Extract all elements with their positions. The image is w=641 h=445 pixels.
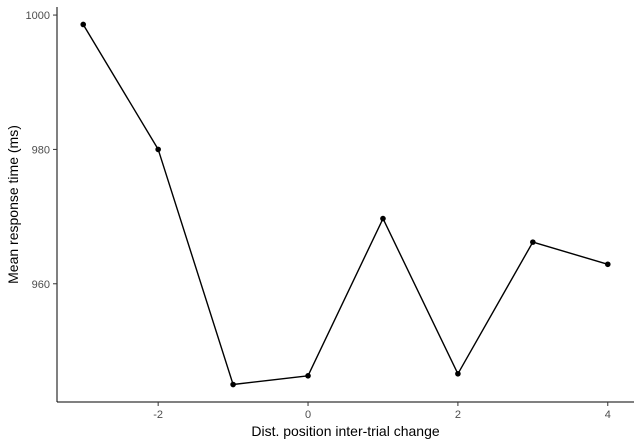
- y-tick-label: 980: [32, 144, 50, 156]
- x-tick-label: 0: [305, 409, 311, 421]
- data-point: [455, 370, 461, 377]
- data-point: [155, 146, 161, 153]
- data-point: [305, 373, 311, 379]
- y-tick-label: 960: [32, 279, 50, 291]
- series: [80, 21, 611, 388]
- data-point: [230, 381, 236, 388]
- data-point: [530, 239, 536, 245]
- ticks: -2 0 2 4 960 980 1000: [26, 10, 611, 421]
- y-tick-label: 1000: [26, 10, 50, 22]
- x-axis-title: Dist. position inter-trial change: [251, 423, 440, 439]
- x-tick-label: 4: [605, 409, 611, 421]
- x-tick-label: -2: [153, 409, 163, 421]
- data-point: [380, 215, 386, 222]
- x-tick-label: 2: [455, 409, 461, 421]
- data-point: [604, 261, 611, 268]
- y-axis-title: Mean response time (ms): [5, 125, 21, 284]
- axes: [56, 7, 634, 403]
- data-point: [80, 21, 87, 28]
- series-line: [82, 24, 608, 386]
